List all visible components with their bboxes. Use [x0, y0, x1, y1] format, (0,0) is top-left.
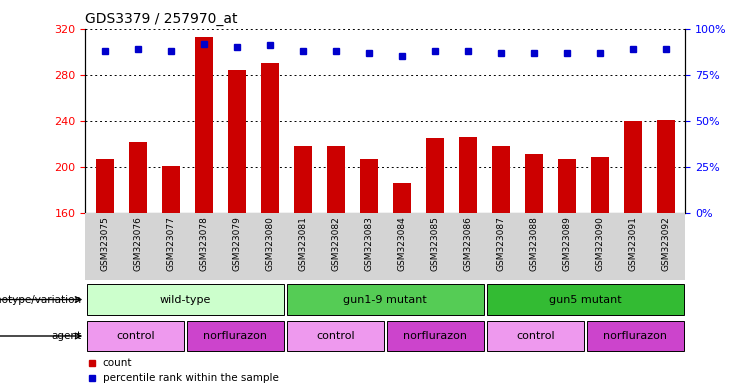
Text: percentile rank within the sample: percentile rank within the sample: [103, 372, 279, 383]
Text: count: count: [103, 358, 133, 368]
Text: agent: agent: [51, 331, 82, 341]
Text: GSM323090: GSM323090: [595, 217, 604, 271]
Text: norflurazon: norflurazon: [403, 331, 468, 341]
Text: control: control: [116, 331, 155, 341]
Text: norflurazon: norflurazon: [203, 331, 268, 341]
Bar: [293, 146, 312, 213]
Text: GSM323078: GSM323078: [199, 217, 208, 271]
Bar: [227, 70, 246, 213]
Bar: [558, 159, 576, 213]
Text: GSM323088: GSM323088: [529, 217, 538, 271]
Text: norflurazon: norflurazon: [603, 331, 668, 341]
Bar: [96, 159, 114, 213]
Text: GSM323087: GSM323087: [496, 217, 505, 271]
Bar: [624, 121, 642, 213]
Bar: [587, 321, 684, 351]
Text: genotype/variation: genotype/variation: [0, 295, 82, 305]
Bar: [129, 142, 147, 213]
Text: gun1-9 mutant: gun1-9 mutant: [343, 295, 428, 305]
Bar: [261, 63, 279, 213]
Bar: [487, 284, 684, 315]
Bar: [87, 321, 184, 351]
Bar: [327, 146, 345, 213]
Text: GSM323077: GSM323077: [167, 217, 176, 271]
Bar: [360, 159, 378, 213]
Text: GSM323086: GSM323086: [463, 217, 472, 271]
Bar: [459, 137, 477, 213]
Text: GSM323084: GSM323084: [397, 217, 406, 271]
Text: control: control: [316, 331, 355, 341]
Bar: [162, 166, 180, 213]
Text: GDS3379 / 257970_at: GDS3379 / 257970_at: [85, 12, 238, 26]
Bar: [393, 183, 411, 213]
Bar: [492, 146, 510, 213]
Bar: [187, 321, 284, 351]
Text: GSM323076: GSM323076: [133, 217, 142, 271]
Bar: [487, 321, 584, 351]
Text: GSM323091: GSM323091: [628, 217, 637, 271]
Bar: [591, 157, 609, 213]
Text: wild-type: wild-type: [159, 295, 211, 305]
Bar: [657, 120, 675, 213]
Text: GSM323075: GSM323075: [101, 217, 110, 271]
Bar: [387, 321, 484, 351]
Text: gun5 mutant: gun5 mutant: [549, 295, 622, 305]
Text: GSM323085: GSM323085: [431, 217, 439, 271]
Bar: [525, 154, 543, 213]
Bar: [287, 321, 384, 351]
Text: GSM323083: GSM323083: [365, 217, 373, 271]
Text: GSM323080: GSM323080: [265, 217, 274, 271]
Text: GSM323092: GSM323092: [661, 217, 670, 271]
Text: GSM323079: GSM323079: [233, 217, 242, 271]
Bar: [426, 138, 444, 213]
Text: control: control: [516, 331, 555, 341]
Text: GSM323081: GSM323081: [299, 217, 308, 271]
Bar: [287, 284, 484, 315]
Text: GSM323089: GSM323089: [562, 217, 571, 271]
Bar: [195, 37, 213, 213]
Bar: [87, 284, 284, 315]
Text: GSM323082: GSM323082: [331, 217, 340, 271]
